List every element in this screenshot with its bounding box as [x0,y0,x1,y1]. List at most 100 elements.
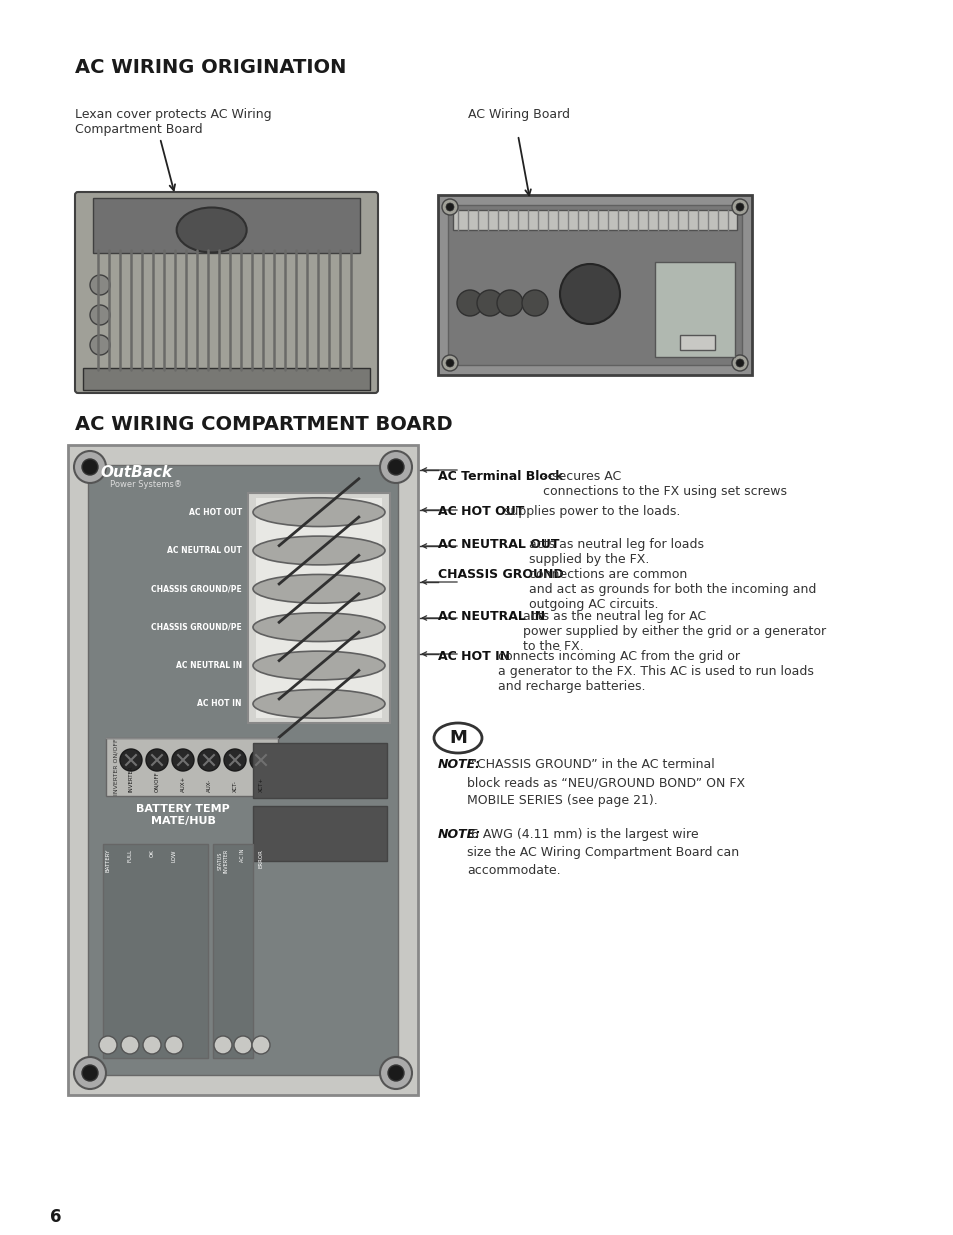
Circle shape [224,748,246,771]
Text: CHASSIS GROUND/PE: CHASSIS GROUND/PE [152,622,242,631]
Text: connects incoming AC from the grid or
 a generator to the FX. This AC is used to: connects incoming AC from the grid or a … [494,650,813,693]
Circle shape [82,1065,98,1081]
Text: NOTE:: NOTE: [437,758,480,771]
Text: AC NEUTRAL IN: AC NEUTRAL IN [175,661,242,671]
Text: connections are common
 and act as grounds for both the incoming and
 outgoing A: connections are common and act as ground… [524,568,816,611]
Circle shape [379,451,412,483]
Text: XCT-: XCT- [233,781,237,792]
Text: 6 AWG (4.11 mm) is the largest wire
size the AC Wiring Compartment Board can
acc: 6 AWG (4.11 mm) is the largest wire size… [467,827,739,877]
Text: M: M [449,729,466,747]
Circle shape [74,451,106,483]
Ellipse shape [253,536,385,564]
Bar [88,466,397,1074]
Bar [106,739,277,797]
Text: AC NEUTRAL OUT: AC NEUTRAL OUT [167,546,242,555]
Circle shape [90,275,110,295]
Circle shape [74,1057,106,1089]
Bar [213,844,253,1058]
Bar [437,195,751,375]
Text: Power Systems®: Power Systems® [110,480,182,489]
Text: XCT+: XCT+ [258,777,263,792]
Text: --secures AC
connections to the FX using set screws: --secures AC connections to the FX using… [543,471,786,498]
Circle shape [456,290,482,316]
Ellipse shape [176,207,247,252]
Circle shape [731,199,747,215]
Circle shape [250,748,272,771]
Circle shape [233,1036,252,1053]
Text: FULL: FULL [128,848,132,862]
Circle shape [446,203,454,211]
Text: NOTE:: NOTE: [437,827,480,841]
Circle shape [735,359,743,367]
Bar [92,198,359,253]
Text: AC HOT OUT: AC HOT OUT [189,508,242,516]
Circle shape [521,290,547,316]
Text: INVERTER ON/OFF: INVERTER ON/OFF [113,739,119,795]
Circle shape [146,748,168,771]
Text: AC Terminal Block: AC Terminal Block [437,471,563,483]
Bar [248,493,390,722]
Text: acts as the neutral leg for AC
 power supplied by either the grid or a generator: acts as the neutral leg for AC power sup… [518,610,825,653]
Text: LOW: LOW [172,848,176,862]
Ellipse shape [253,613,385,641]
Text: ERROR: ERROR [258,848,263,868]
Text: OutBack: OutBack [100,466,172,480]
Text: CHASSIS GROUND/PE: CHASSIS GROUND/PE [152,584,242,593]
Text: AC HOT OUT: AC HOT OUT [437,505,524,517]
Circle shape [388,459,403,475]
Text: “CHASSIS GROUND” in the AC terminal
block reads as “NEU/GROUND BOND” ON FX
MOBIL: “CHASSIS GROUND” in the AC terminal bloc… [467,758,744,806]
Text: CHASSIS GROUND: CHASSIS GROUND [437,568,563,580]
FancyBboxPatch shape [75,191,377,393]
Circle shape [90,305,110,325]
Ellipse shape [253,689,385,719]
Ellipse shape [434,722,481,753]
Circle shape [731,354,747,370]
Text: AC NEUTRAL IN: AC NEUTRAL IN [437,610,544,622]
Text: AC IN: AC IN [240,848,245,862]
Circle shape [252,1036,270,1053]
Bar [68,445,417,1095]
Circle shape [172,748,193,771]
Text: Lexan cover protects AC Wiring: Lexan cover protects AC Wiring [75,107,272,121]
Text: AC HOT IN: AC HOT IN [437,650,510,663]
Bar [679,335,714,350]
Text: AUX+: AUX+ [180,776,185,792]
Text: STATUS
INVERTER: STATUS INVERTER [217,848,228,873]
Circle shape [165,1036,183,1053]
Circle shape [121,1036,139,1053]
Circle shape [497,290,522,316]
Text: acts as neutral leg for loads
 supplied by the FX.: acts as neutral leg for loads supplied b… [524,538,703,566]
Text: AUX-: AUX- [206,779,212,792]
Text: BATTERY: BATTERY [106,848,111,872]
Circle shape [388,1065,403,1081]
Text: AC WIRING COMPARTMENT BOARD: AC WIRING COMPARTMENT BOARD [75,415,452,433]
Circle shape [441,354,457,370]
Text: Compartment Board: Compartment Board [75,124,202,136]
Text: INVERTER: INVERTER [129,766,133,792]
Bar [253,806,387,861]
Text: AC NEUTRAL OUT: AC NEUTRAL OUT [437,538,558,551]
Circle shape [198,748,220,771]
Text: AC Wiring Board: AC Wiring Board [468,107,569,121]
Text: supplies power to the loads.: supplies power to the loads. [499,505,679,517]
Bar [255,498,381,718]
Bar [453,210,737,230]
Circle shape [120,748,142,771]
Bar [83,368,370,390]
Bar [448,205,741,366]
Text: OK: OK [150,848,154,857]
Circle shape [735,203,743,211]
Text: 6: 6 [50,1208,61,1226]
Circle shape [99,1036,117,1053]
Bar [253,743,387,798]
Circle shape [446,359,454,367]
Ellipse shape [253,498,385,526]
Ellipse shape [253,574,385,603]
Bar [655,262,734,357]
Circle shape [476,290,502,316]
Text: AC WIRING ORIGINATION: AC WIRING ORIGINATION [75,58,346,77]
Text: AC HOT IN: AC HOT IN [197,699,242,709]
Bar [103,844,208,1058]
Circle shape [213,1036,232,1053]
Circle shape [143,1036,161,1053]
